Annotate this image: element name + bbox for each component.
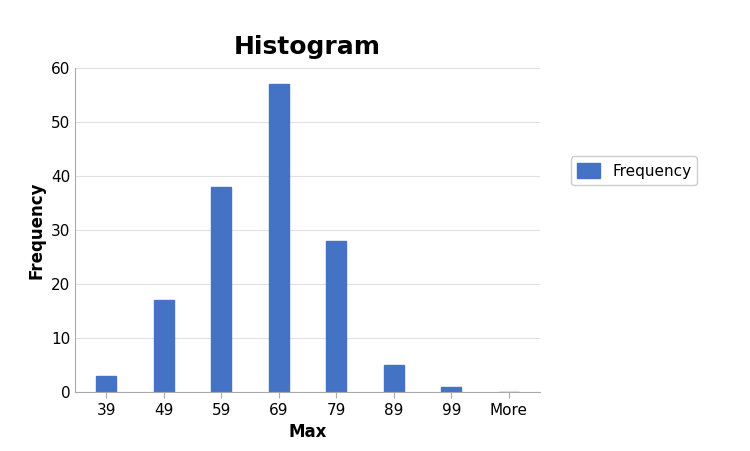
Bar [326,241,346,392]
Bar [268,84,289,392]
Y-axis label: Frequency: Frequency [27,181,45,279]
X-axis label: Max: Max [288,423,327,442]
Bar [211,187,231,392]
Title: Histogram: Histogram [234,35,381,59]
Bar [96,376,116,392]
Bar [384,365,404,392]
Bar [154,300,174,392]
Legend: Frequency: Frequency [571,156,698,184]
Bar [441,387,461,392]
